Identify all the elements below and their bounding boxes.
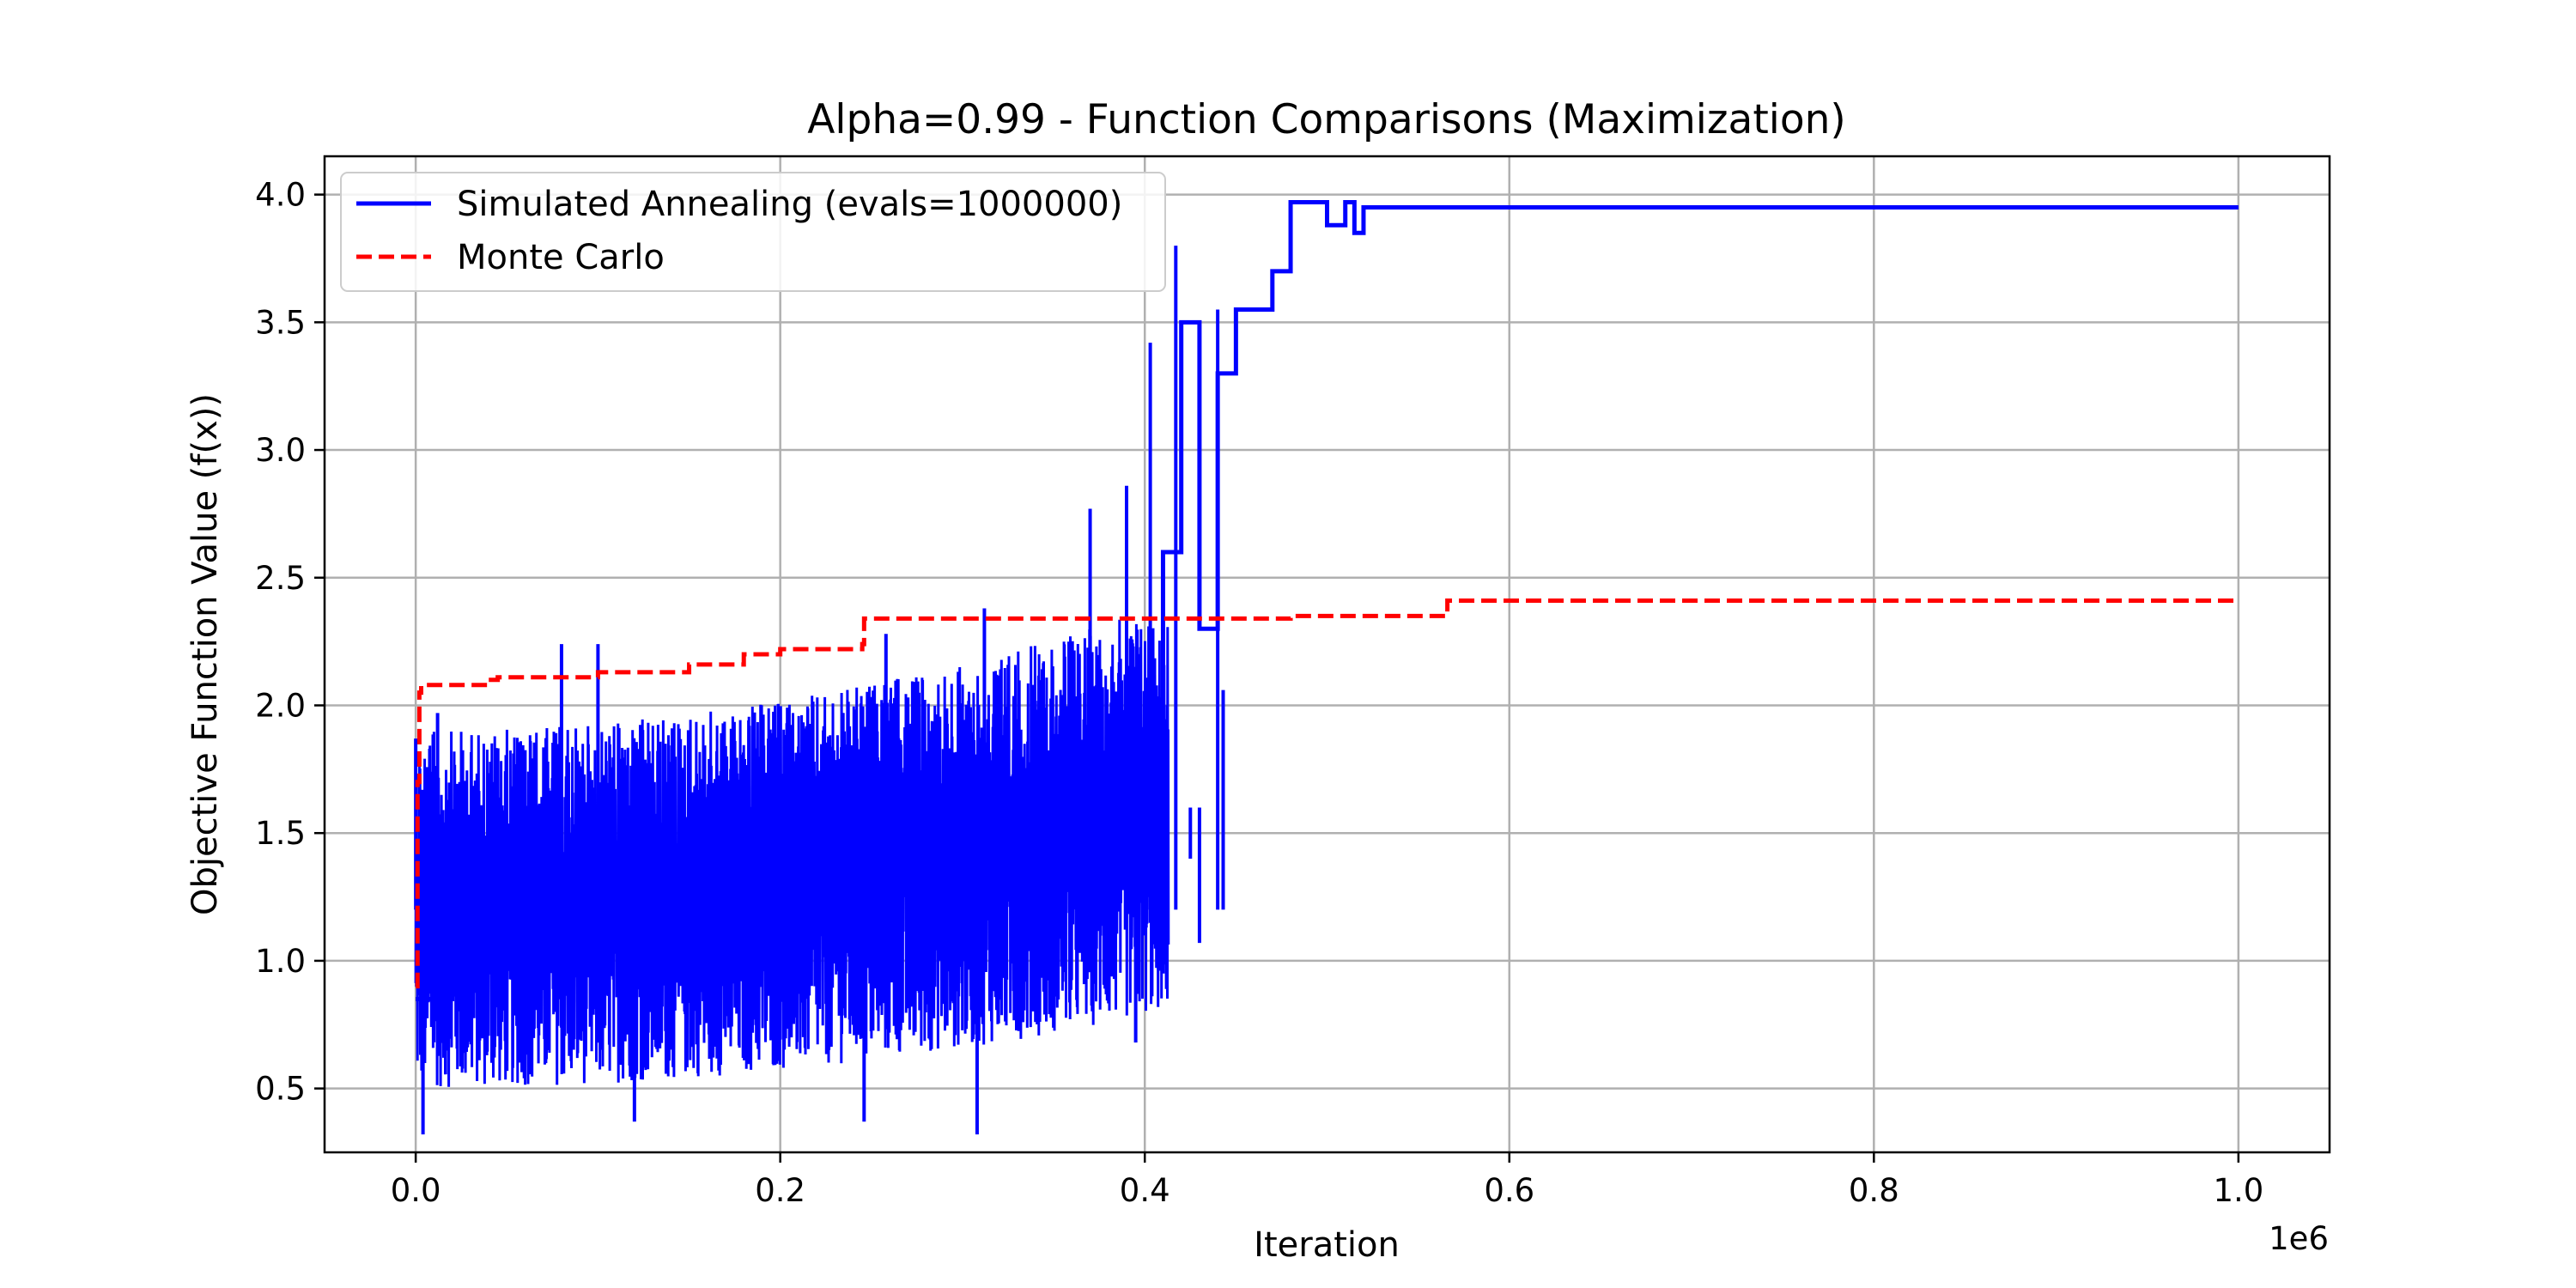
y-axis-label: Objective Function Value (f(x)) (185, 393, 225, 915)
x-tick-label: 1.0 (2213, 1172, 2263, 1209)
x-axis: 0.0 0.2 0.4 0.6 0.8 1.0 (391, 1152, 2263, 1209)
sa-oscillation-band (414, 619, 1170, 1087)
y-axis: 0.5 1.0 1.5 2.0 2.5 3.0 3.5 4.0 (255, 177, 325, 1108)
plot-area (414, 200, 2239, 1135)
sa-line (416, 200, 2239, 1002)
y-tick-label: 4.0 (255, 177, 306, 214)
x-axis-label: Iteration (1254, 1225, 1400, 1265)
x-offset-text: 1e6 (2269, 1220, 2329, 1257)
legend-label-simulated-annealing: Simulated Annealing (evals=1000000) (457, 185, 1122, 224)
x-tick-label: 0.6 (1484, 1172, 1534, 1209)
axes-frame (323, 155, 2331, 1154)
legend-box (340, 172, 1166, 292)
legend-label-monte-carlo: Monte Carlo (457, 238, 665, 277)
y-tick-label: 3.5 (255, 304, 306, 341)
legend: Simulated Annealing (evals=1000000) Mont… (340, 172, 1166, 292)
y-tick-label: 0.5 (255, 1071, 306, 1108)
y-tick-label: 2.5 (255, 560, 306, 597)
y-tick-label: 1.5 (255, 815, 306, 852)
y-tick-label: 2.0 (255, 687, 306, 724)
x-tick-label: 0.0 (391, 1172, 441, 1209)
x-tick-label: 0.8 (1849, 1172, 1899, 1209)
y-tick-label: 1.0 (255, 943, 306, 980)
x-tick-label: 0.2 (755, 1172, 805, 1209)
x-tick-label: 0.4 (1120, 1172, 1170, 1209)
mc-line (415, 598, 2239, 989)
y-tick-label: 3.0 (255, 432, 306, 469)
chart-title: Alpha=0.99 - Function Comparisons (Maxim… (807, 96, 1845, 143)
